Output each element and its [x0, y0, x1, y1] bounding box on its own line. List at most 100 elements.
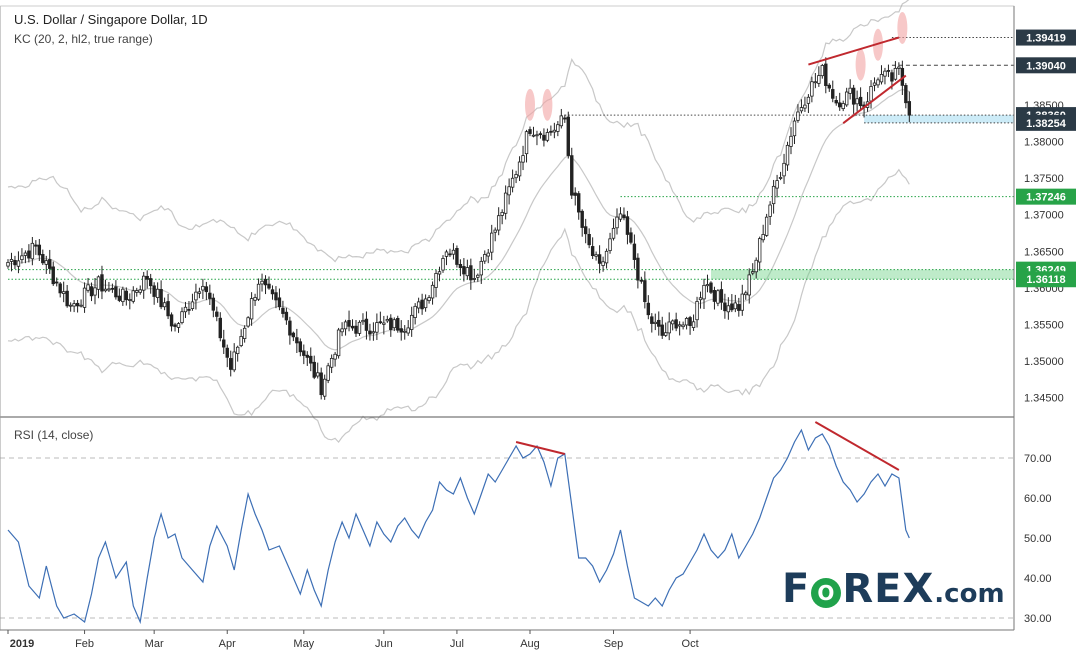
candle-body	[82, 287, 87, 308]
candle-body	[336, 329, 341, 357]
candle-body	[538, 133, 543, 136]
price-tag	[1016, 57, 1076, 74]
candle-body	[893, 67, 898, 80]
candle-body	[695, 301, 699, 321]
candle-body	[650, 316, 654, 324]
candle-body	[27, 250, 31, 259]
candle-body	[350, 325, 355, 329]
level-lines	[8, 37, 1014, 280]
candle-body	[486, 252, 490, 257]
candle-body	[855, 98, 859, 105]
candle-body	[180, 311, 184, 324]
candle-body	[235, 346, 240, 354]
candle-body	[242, 327, 247, 339]
candle-body	[288, 320, 292, 336]
candle-body	[507, 186, 511, 196]
candle-body	[114, 286, 118, 298]
candle-body	[667, 321, 671, 334]
candle-body	[75, 302, 80, 307]
price-tag	[1016, 271, 1076, 288]
candle-body	[761, 234, 765, 241]
candle-body	[96, 276, 101, 290]
x-tick-label: Oct	[682, 638, 699, 650]
candle-body	[897, 66, 901, 69]
candle-body	[886, 70, 891, 72]
candle-body	[364, 318, 369, 331]
candle-body	[740, 293, 744, 311]
candle-body	[660, 324, 664, 336]
candle-body	[434, 273, 438, 288]
highlight-marker	[855, 48, 866, 81]
candle-body	[197, 291, 202, 294]
keltner-channel	[7, 0, 910, 444]
candle-body	[848, 87, 852, 94]
price-tag	[1016, 114, 1076, 131]
x-tick-label: Aug	[520, 638, 540, 650]
candle-body	[173, 324, 177, 327]
candle-body	[757, 238, 762, 263]
candle-body	[733, 302, 738, 310]
candle-body	[392, 319, 396, 329]
candle-body	[162, 302, 167, 308]
candle-body	[145, 275, 149, 280]
highlight-marker	[873, 28, 883, 61]
candle-body	[103, 288, 108, 292]
candle-body	[68, 304, 73, 307]
candle-body	[824, 63, 828, 86]
x-tick-label: Jun	[375, 638, 393, 650]
candle-body	[249, 298, 254, 320]
candle-body	[183, 306, 188, 313]
candle-body	[218, 317, 222, 339]
candle-body	[416, 301, 421, 309]
candle-body	[674, 319, 678, 329]
candle-body	[277, 297, 282, 308]
candle-body	[375, 322, 379, 333]
candle-body	[298, 341, 303, 353]
candle-body	[267, 283, 271, 289]
wedge-upper-line	[808, 36, 900, 66]
candle-body	[664, 332, 668, 336]
candle-body	[312, 361, 316, 378]
candle-body	[444, 251, 449, 257]
candle-body	[535, 134, 539, 137]
candle-body	[604, 250, 609, 264]
candle-body	[907, 101, 912, 116]
candle-body	[117, 295, 122, 301]
candle-body	[396, 317, 400, 331]
chart-axes: 1.345001.350001.355001.360001.365001.370…	[0, 5, 1076, 650]
candle-body	[580, 210, 584, 228]
candle-body	[86, 284, 90, 291]
price-tick-label: 1.36500	[1024, 246, 1064, 258]
candle-body	[476, 274, 480, 278]
candle-body	[451, 249, 456, 255]
candle-body	[208, 292, 212, 299]
candle-body	[131, 290, 135, 302]
candle-body	[382, 322, 386, 325]
candle-body	[409, 314, 414, 330]
candle-body	[155, 288, 160, 298]
channel-upper	[7, 0, 910, 263]
candle-body	[135, 290, 139, 293]
candle-body	[107, 288, 111, 291]
price-tag-label: 1.38254	[1026, 118, 1067, 130]
candle-body	[737, 304, 741, 311]
candle-body	[869, 86, 873, 102]
candle-body	[354, 325, 358, 334]
candle-body	[413, 305, 417, 318]
candle-body	[55, 281, 59, 284]
candle-body	[316, 372, 320, 377]
candle-body	[159, 289, 163, 308]
rsi-line	[7, 428, 910, 625]
candle-body	[309, 355, 313, 364]
candle-body	[263, 278, 268, 286]
candle-body	[215, 311, 219, 317]
candle-body	[138, 289, 142, 293]
price-tag	[1016, 29, 1076, 46]
candle-body	[542, 134, 546, 141]
candle-body	[420, 299, 424, 310]
rsi-divergence-line-1	[515, 441, 566, 455]
x-tick-label: Jul	[450, 638, 464, 650]
candle-body	[399, 328, 403, 333]
candle-body	[329, 357, 334, 368]
candle-body	[827, 84, 831, 89]
